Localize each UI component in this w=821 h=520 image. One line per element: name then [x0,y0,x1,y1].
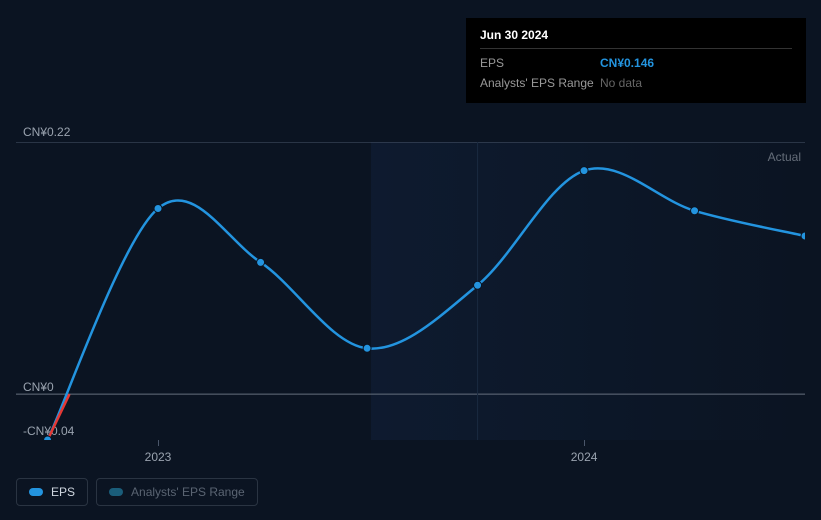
eps-line-negative [48,394,70,440]
y-axis-max-label: CN¥0.22 [23,125,70,139]
chart-right-bg [371,142,805,440]
tooltip-value: No data [600,76,642,90]
tooltip-row: EPSCN¥0.146 [480,53,792,73]
data-point[interactable] [363,344,371,352]
chart-plot-area [16,142,805,440]
data-point[interactable] [474,281,482,289]
x-tick [158,440,159,446]
tooltip-panel: Jun 30 2024EPSCN¥0.146Analysts' EPS Rang… [466,18,806,103]
x-axis-label: 2024 [571,450,598,464]
data-point[interactable] [691,207,699,215]
tooltip-date: Jun 30 2024 [480,28,792,49]
data-point[interactable] [44,436,52,440]
tooltip-label: Analysts' EPS Range [480,76,600,90]
tooltip-value: CN¥0.146 [600,56,654,70]
tooltip-row: Analysts' EPS RangeNo data [480,73,792,93]
x-tick [584,440,585,446]
data-point[interactable] [257,258,265,266]
legend-swatch-icon [29,488,43,496]
x-axis-label: 2023 [145,450,172,464]
legend-swatch-icon [109,488,123,496]
data-point[interactable] [580,167,588,175]
legend-item-analysts-range[interactable]: Analysts' EPS Range [96,478,258,506]
legend: EPS Analysts' EPS Range [16,478,258,506]
legend-label: EPS [51,485,75,499]
legend-item-eps[interactable]: EPS [16,478,88,506]
data-point[interactable] [801,232,805,240]
legend-label: Analysts' EPS Range [131,485,245,499]
chart-svg [16,142,805,440]
tooltip-label: EPS [480,56,600,70]
data-point[interactable] [154,204,162,212]
